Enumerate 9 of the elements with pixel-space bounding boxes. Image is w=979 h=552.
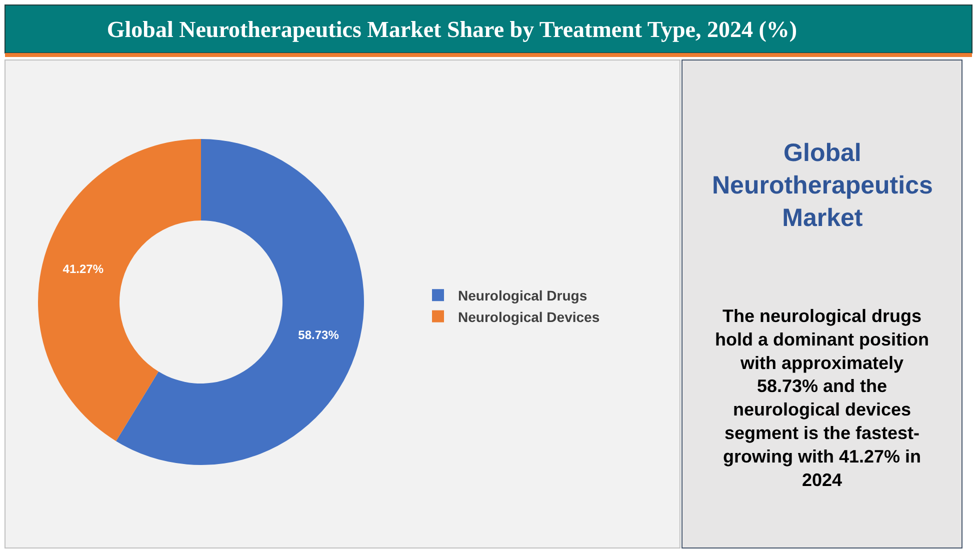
data-label: 41.27% [62, 262, 104, 276]
data-label: 58.73% [298, 328, 340, 342]
donut-slice [116, 139, 364, 465]
legend-label: Neurological Drugs [458, 288, 588, 304]
text: The neurological drugs hold a dominant position with approximately 58.73% and the neurological devices segment is the fastest-growing with 41.27% in 2024 [715, 306, 929, 490]
text: Global Neurotherapeutics Market [712, 139, 933, 232]
donut-slice [38, 139, 201, 442]
legend-label: Neurological Devices [458, 308, 600, 325]
chart-title: Global Neurotherapeutics Market Share by Treatment Type, 2024 (%) [106, 17, 798, 42]
